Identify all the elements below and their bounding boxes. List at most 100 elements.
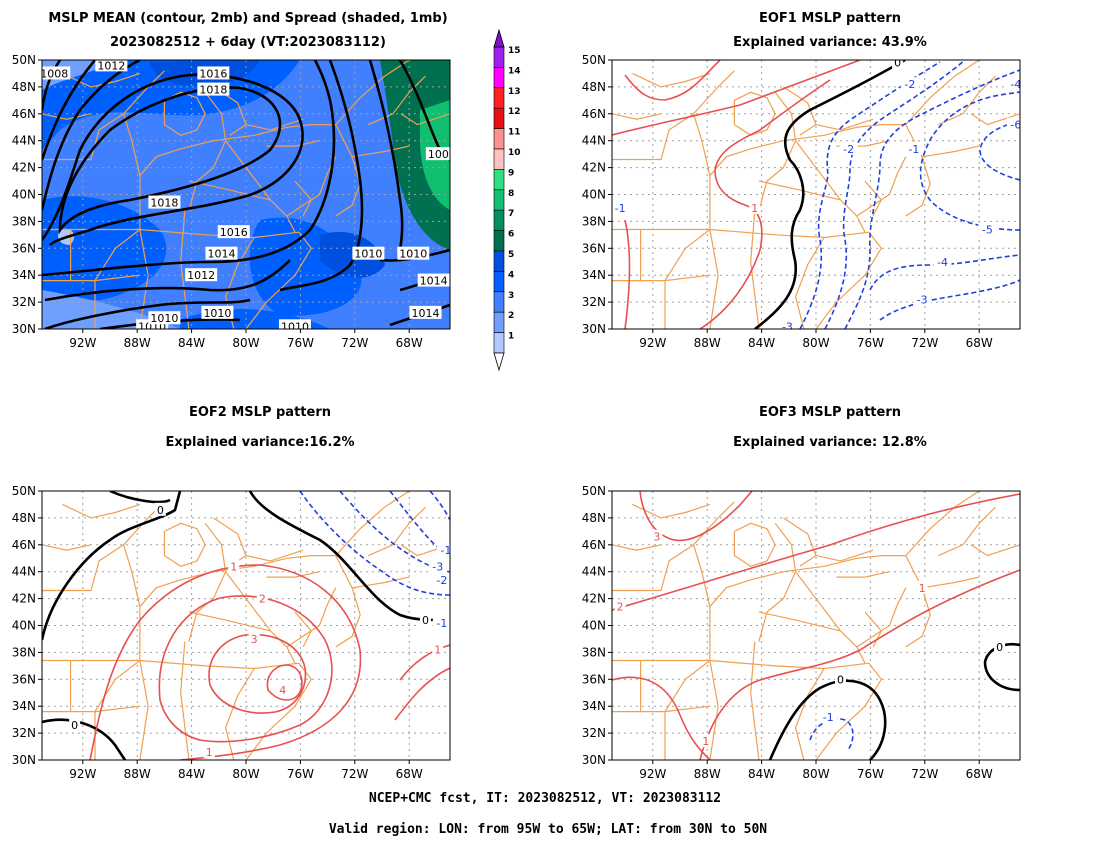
eof1-state-border	[612, 113, 662, 120]
eof1-contour-label-bg	[904, 141, 923, 155]
eof3-title-line2: Explained variance: 12.8%	[733, 435, 927, 450]
eof2-lon-tick-label: 84W	[178, 767, 205, 781]
spread-colorbar: 15 14 13 12 11 10 9 8 7 6 5 4 3 2 1	[493, 28, 521, 372]
eof2-lon-tick-label: 92W	[69, 767, 96, 781]
eof1-map-lines: 0 -1 -2 -4 -6 -5 -4 -3 1 -3 -2 -1	[612, 60, 1020, 329]
eof3-state-border	[815, 662, 883, 760]
eof2-lon-tick-label: 76W	[287, 767, 314, 781]
eof3-contour-label-bg	[994, 640, 1006, 654]
mean-contour-label: 1010	[203, 307, 231, 320]
eof2-contour-label-bg	[154, 502, 166, 516]
eof1-title-line2: Explained variance: 43.9%	[733, 35, 927, 50]
mean-state-border	[188, 91, 227, 211]
eof3-contour-label: 1	[919, 582, 926, 595]
mean-contour-label: 1008	[40, 67, 68, 80]
eof3-contours	[612, 491, 1020, 760]
colorbar-label: 6	[508, 230, 514, 240]
mean-lon-tick-label: 72W	[341, 336, 368, 350]
mean-lon-tick-label: 88W	[124, 336, 151, 350]
eof3-borders	[612, 491, 1020, 760]
eof3-map-lines: 3 2 1 0 0 -1 1	[612, 491, 1020, 760]
footer-forecast-info: NCEP+CMC fcst, IT: 2023082512, VT: 20230…	[369, 791, 721, 806]
colorbar-bottom-arrow	[493, 352, 505, 372]
mean-lat-tick-label: 36N	[12, 241, 36, 255]
eof1-contour-label-bg	[749, 200, 761, 214]
mean-lon-tick-label: 76W	[287, 336, 314, 350]
eof2-lat-tick-label: 40N	[12, 619, 36, 633]
eof1-contour-label-bg	[913, 292, 932, 306]
eof2-contour-label: -3	[432, 560, 443, 573]
mean-title-line1: MSLP MEAN (contour, 2mb) and Spread (sha…	[48, 11, 447, 26]
mean-contour-label-bg	[185, 268, 218, 282]
eof2-lat-tick-label: 32N	[12, 726, 36, 740]
eof2-state-border	[224, 668, 255, 760]
mean-contour-label-bg	[197, 66, 230, 80]
eof1-lon-tick-label: 80W	[802, 336, 829, 350]
colorbar-swatch	[493, 67, 505, 89]
eof2-lon-tick-label: 72W	[341, 767, 368, 781]
eof1-state-border	[794, 237, 825, 329]
eof1-lon-tick-label: 92W	[639, 336, 666, 350]
colorbar-label: 5	[508, 250, 514, 260]
eof2-lon-tick-label: 80W	[232, 767, 259, 781]
eof3-contour-label: 3	[653, 531, 660, 544]
eof3-state-border	[794, 668, 825, 760]
eof2-state-border	[62, 503, 141, 519]
eof3-state-border	[922, 576, 980, 589]
eof1-contour-label: -1	[908, 143, 919, 156]
colorbar-top-arrow	[493, 28, 505, 48]
mean-state-border	[245, 231, 313, 329]
eof1-contour-label-bg	[1006, 117, 1020, 131]
colorbar-label: 3	[508, 291, 514, 301]
eof3-lat-tick-label: 36N	[582, 672, 606, 686]
eof2-title-line2: Explained variance:16.2%	[165, 435, 354, 450]
eof3-lon-tick-label: 68W	[966, 767, 993, 781]
eof2-contour-label: 0	[422, 614, 429, 627]
colorbar-swatch	[493, 148, 505, 170]
eof2-contour-label: 0	[157, 504, 164, 517]
eof3-lat-tick-label: 32N	[582, 726, 606, 740]
mean-state-border	[42, 228, 300, 239]
eof2-state-border	[266, 571, 320, 578]
eof1-lat-tick-label: 36N	[582, 241, 606, 255]
mean-contour-label: 1010	[138, 320, 166, 333]
mean-contour-label-bg	[352, 246, 385, 260]
eof2-state-border	[245, 662, 313, 760]
eof1-lat-tick-label: 50N	[582, 53, 606, 67]
eof2-contour-label-bg	[432, 615, 450, 629]
eof1-lon-tick-label: 76W	[857, 336, 884, 350]
colorbar-swatch	[493, 332, 505, 354]
eof3-state-border	[905, 555, 931, 648]
eof3-state-border	[664, 660, 711, 712]
eof1-state-border	[664, 229, 711, 281]
mean-title-line2: 2023082512 + 6day (VT:2023083112)	[110, 35, 386, 50]
mean-lon-tick-label: 92W	[69, 336, 96, 350]
eof1-state-border	[905, 60, 980, 126]
eof1-lat-tick-label: 46N	[582, 107, 606, 121]
eof1-lat-tick-label: 44N	[582, 134, 606, 148]
eof2-contour-label-bg	[432, 642, 444, 656]
eof2-state-border	[94, 660, 141, 712]
eof1-lon-tick-label: 68W	[966, 336, 993, 350]
eof2-state-border	[352, 576, 410, 589]
mean-contour-label: 1010	[281, 320, 309, 333]
eof1-contour-label-bg	[933, 254, 952, 268]
eof3-contour-label-bg	[614, 599, 626, 613]
eof1-lat-tick-label: 30N	[582, 322, 606, 336]
eof1-state-border	[758, 91, 797, 211]
mean-contour-label-bg	[217, 225, 250, 239]
mean-contour-label-bg	[95, 60, 128, 72]
mean-state-border	[368, 75, 426, 126]
eof3-lon-tick-label: 92W	[639, 767, 666, 781]
mean-lat-tick-label: 38N	[12, 214, 36, 228]
eof3-contour-label: -1	[823, 711, 834, 724]
eof3-contour-label: 2	[617, 601, 624, 614]
colorbar-label: 2	[508, 311, 514, 321]
eof3-state-border	[750, 641, 760, 760]
colorbar-label: 9	[508, 168, 514, 178]
mean-contour-label: 1014	[208, 248, 236, 261]
